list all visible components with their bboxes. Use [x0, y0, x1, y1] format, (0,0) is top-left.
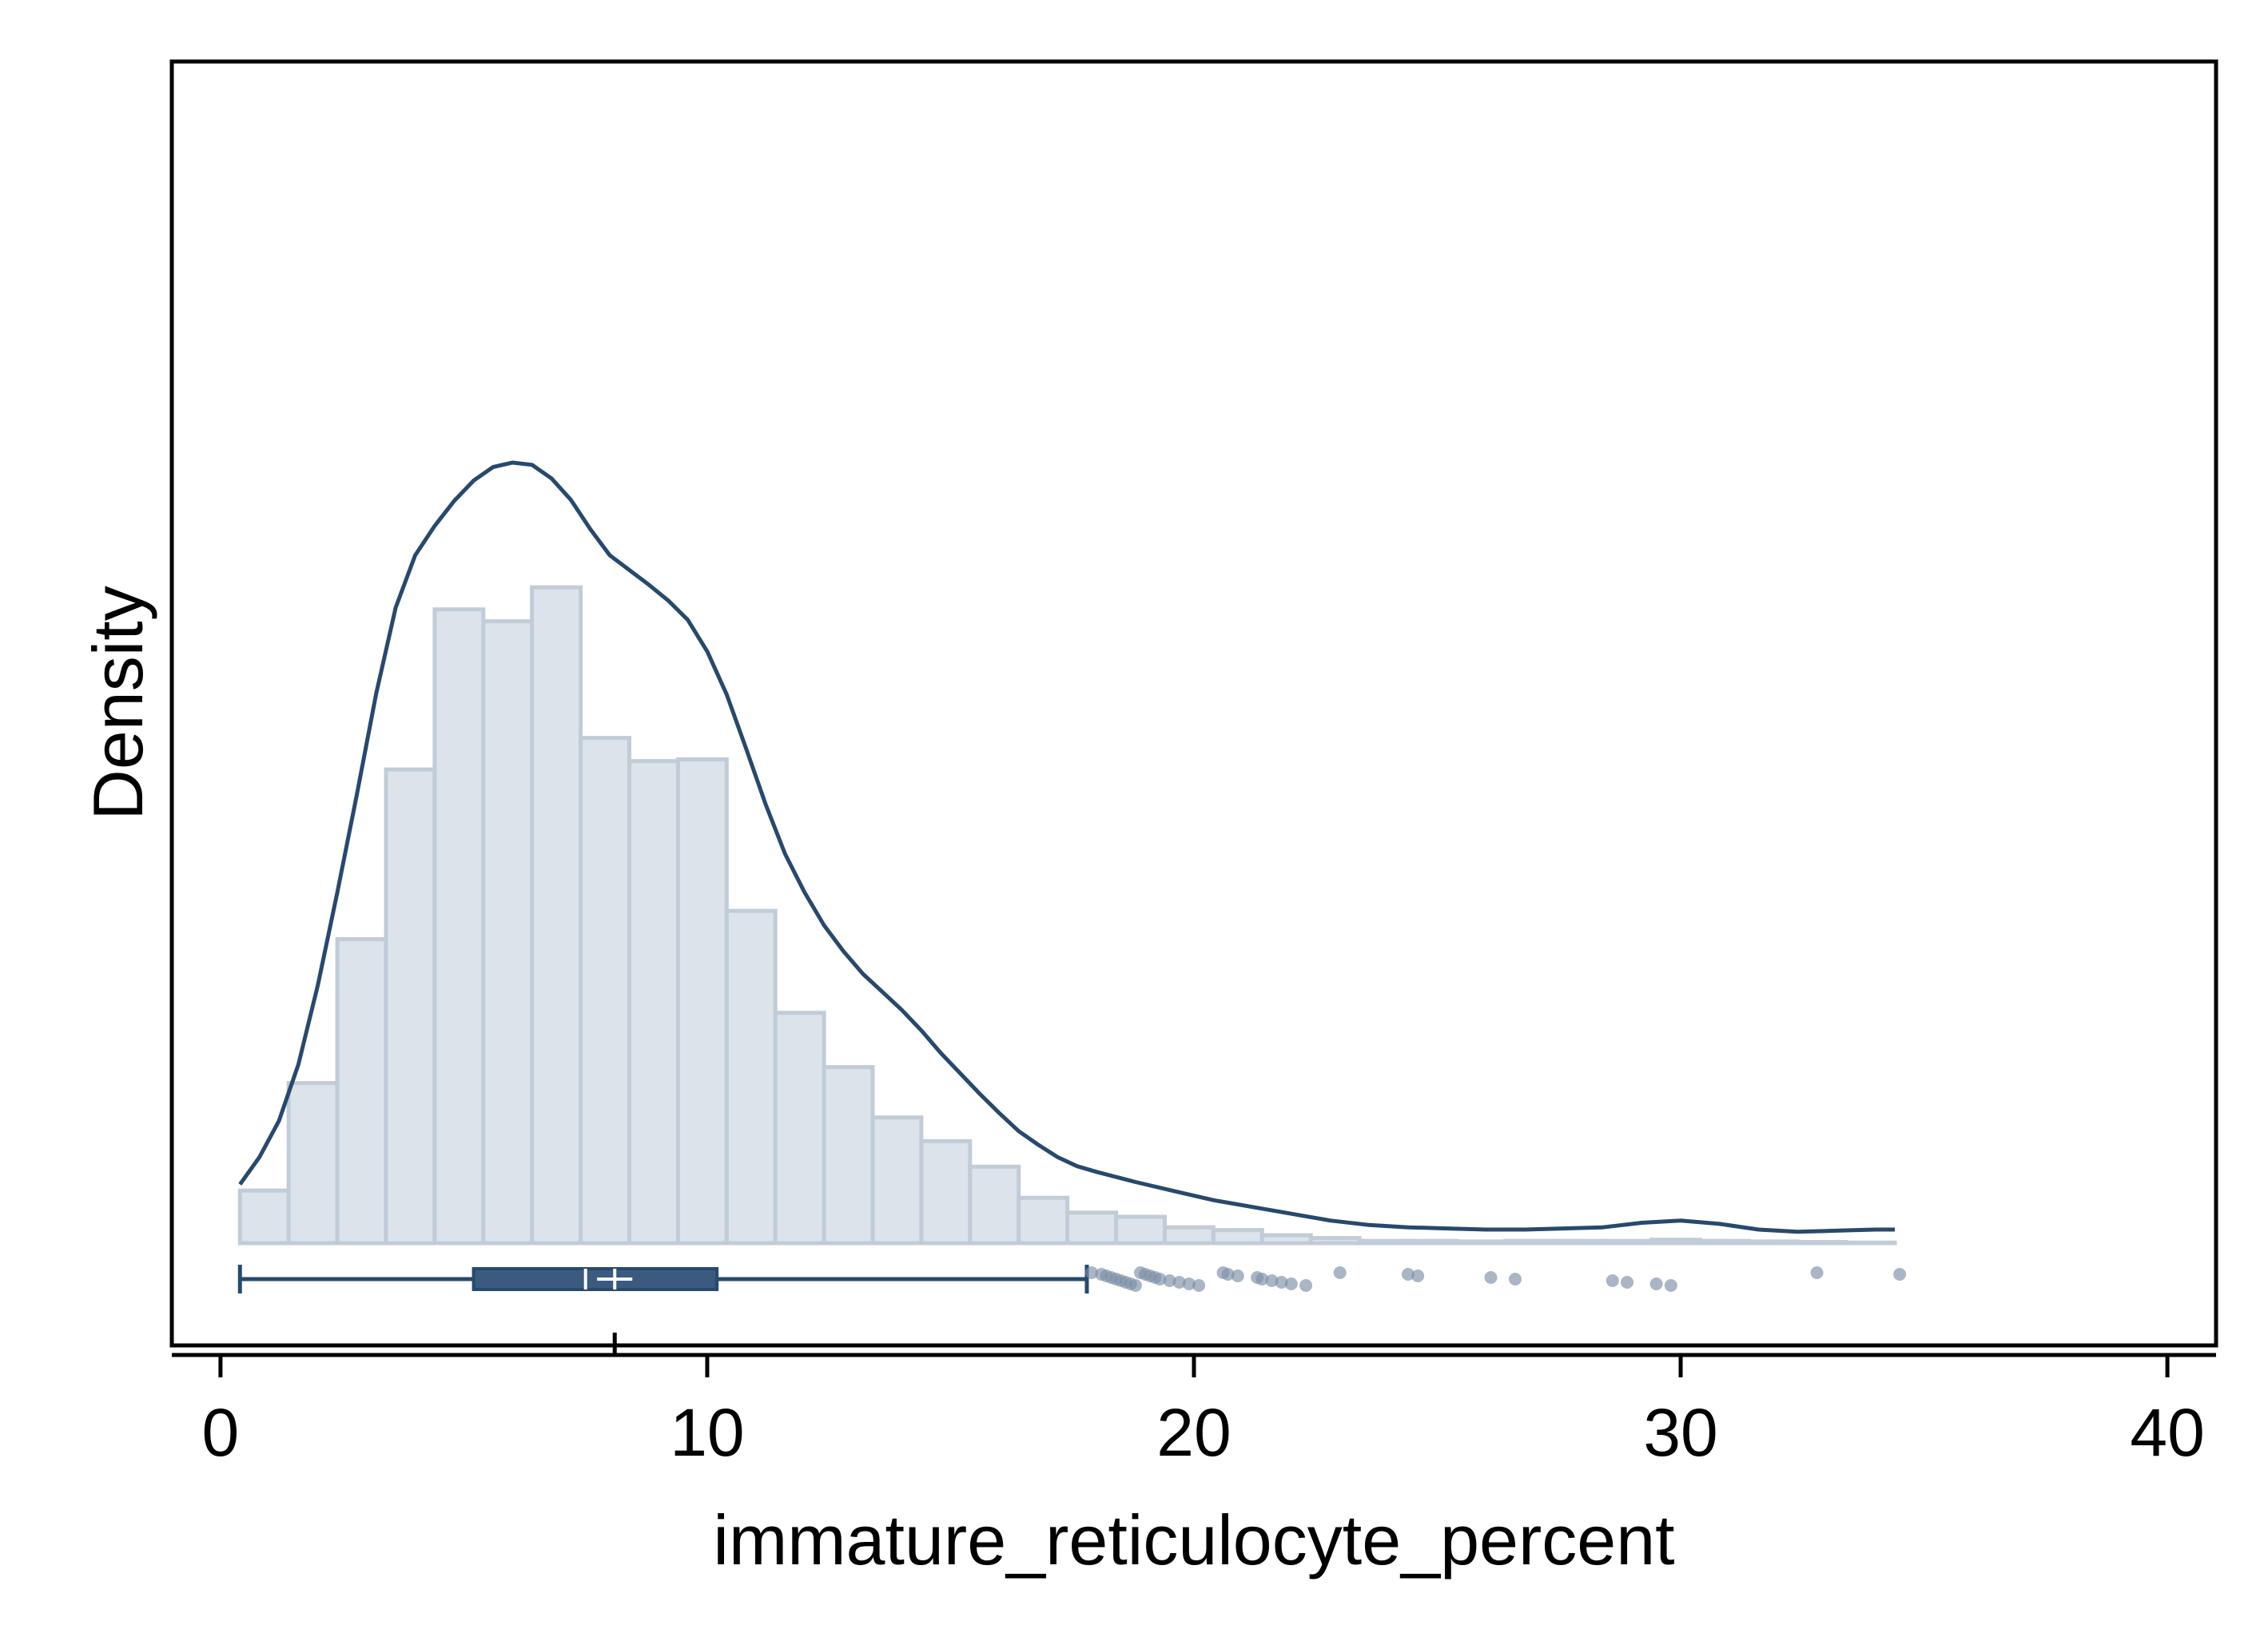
histogram-bar	[384, 767, 437, 1246]
x-axis-title: immature_reticulocyte_percent	[713, 1500, 1674, 1579]
histogram-bar	[675, 757, 729, 1246]
boxplot-outlier	[1484, 1271, 1498, 1284]
histogram-bar	[335, 937, 388, 1246]
histogram-bar	[724, 908, 778, 1246]
boxplot-outlier	[1401, 1268, 1415, 1281]
x-tick-label: 10	[670, 1395, 744, 1470]
histogram-bar	[237, 1188, 291, 1246]
boxplot-outlier	[1664, 1279, 1677, 1292]
histogram-bar	[1406, 1238, 1459, 1246]
histogram-bar	[530, 585, 583, 1246]
y-axis-title: Density	[78, 586, 157, 820]
boxplot-outlier	[1128, 1279, 1142, 1292]
histogram-bar	[1601, 1238, 1654, 1246]
boxplot-outlier	[1284, 1277, 1298, 1290]
histogram-bar	[870, 1115, 924, 1246]
boxplot-outlier	[1411, 1270, 1425, 1282]
boxplot-outlier	[1606, 1274, 1619, 1287]
histogram-bar	[1017, 1195, 1070, 1246]
boxplot-outlier	[1649, 1277, 1663, 1290]
histogram-bar	[773, 1011, 826, 1246]
boxplot-outlier	[1163, 1274, 1176, 1287]
boxplot-outlier	[1893, 1268, 1907, 1281]
boxplot-outlier	[1275, 1276, 1288, 1289]
histogram-bar	[1162, 1225, 1216, 1246]
boxplot-outlier	[1221, 1268, 1235, 1281]
histogram-bar	[1795, 1240, 1848, 1246]
x-tick-label: 40	[2130, 1395, 2204, 1470]
x-axis: 0 10 20 30 40	[172, 1333, 2216, 1470]
histogram-bar	[1552, 1238, 1606, 1246]
boxplot-outlier	[1255, 1273, 1269, 1285]
histogram-bar	[432, 607, 486, 1246]
boxplot-outlier	[1299, 1279, 1313, 1292]
boxplot-outlier	[1231, 1270, 1244, 1282]
histogram-bar	[968, 1164, 1021, 1246]
histogram-bar	[1114, 1214, 1167, 1246]
histogram-bar	[1649, 1238, 1702, 1246]
histogram-bar	[1454, 1239, 1508, 1246]
boxplot-box	[472, 1267, 719, 1291]
boxplot-outlier	[1810, 1266, 1824, 1279]
histogram-bar	[919, 1138, 973, 1246]
histogram-bar	[1308, 1236, 1362, 1246]
histogram-bars	[237, 585, 1897, 1246]
x-tick-label: 30	[1643, 1395, 1717, 1470]
x-tick-label: 20	[1156, 1395, 1231, 1470]
histogram-bar	[1746, 1239, 1800, 1246]
histogram-bar	[1357, 1238, 1411, 1246]
boxplot-outlier	[1333, 1266, 1347, 1279]
boxplot-outlier	[1192, 1279, 1206, 1292]
histogram-bar	[1844, 1240, 1897, 1246]
histogram-bar	[1259, 1233, 1313, 1246]
boxplot-outlier	[1172, 1276, 1186, 1289]
histogram-bar	[286, 1081, 340, 1246]
boxplot	[237, 1265, 1907, 1293]
density-curve	[238, 460, 1895, 1234]
boxplot-outlier	[1508, 1273, 1522, 1285]
boxplot-outlier	[1153, 1273, 1167, 1285]
histogram-bar	[579, 736, 632, 1246]
boxplot-outlier	[1621, 1276, 1634, 1289]
boxplot-outlier	[1182, 1277, 1196, 1290]
histogram-bar	[1211, 1228, 1264, 1246]
x-tick-label: 0	[202, 1395, 240, 1470]
histogram-bar	[822, 1065, 875, 1246]
histogram-bar	[1503, 1238, 1557, 1246]
plot-frame	[169, 59, 2218, 1348]
boxplot-outlier	[1085, 1266, 1099, 1279]
histogram-bar	[627, 759, 680, 1246]
histogram-bar	[481, 619, 535, 1246]
boxplot-outlier	[1265, 1274, 1279, 1287]
histogram-bar	[1697, 1238, 1751, 1246]
histogram-bar	[1065, 1210, 1119, 1246]
